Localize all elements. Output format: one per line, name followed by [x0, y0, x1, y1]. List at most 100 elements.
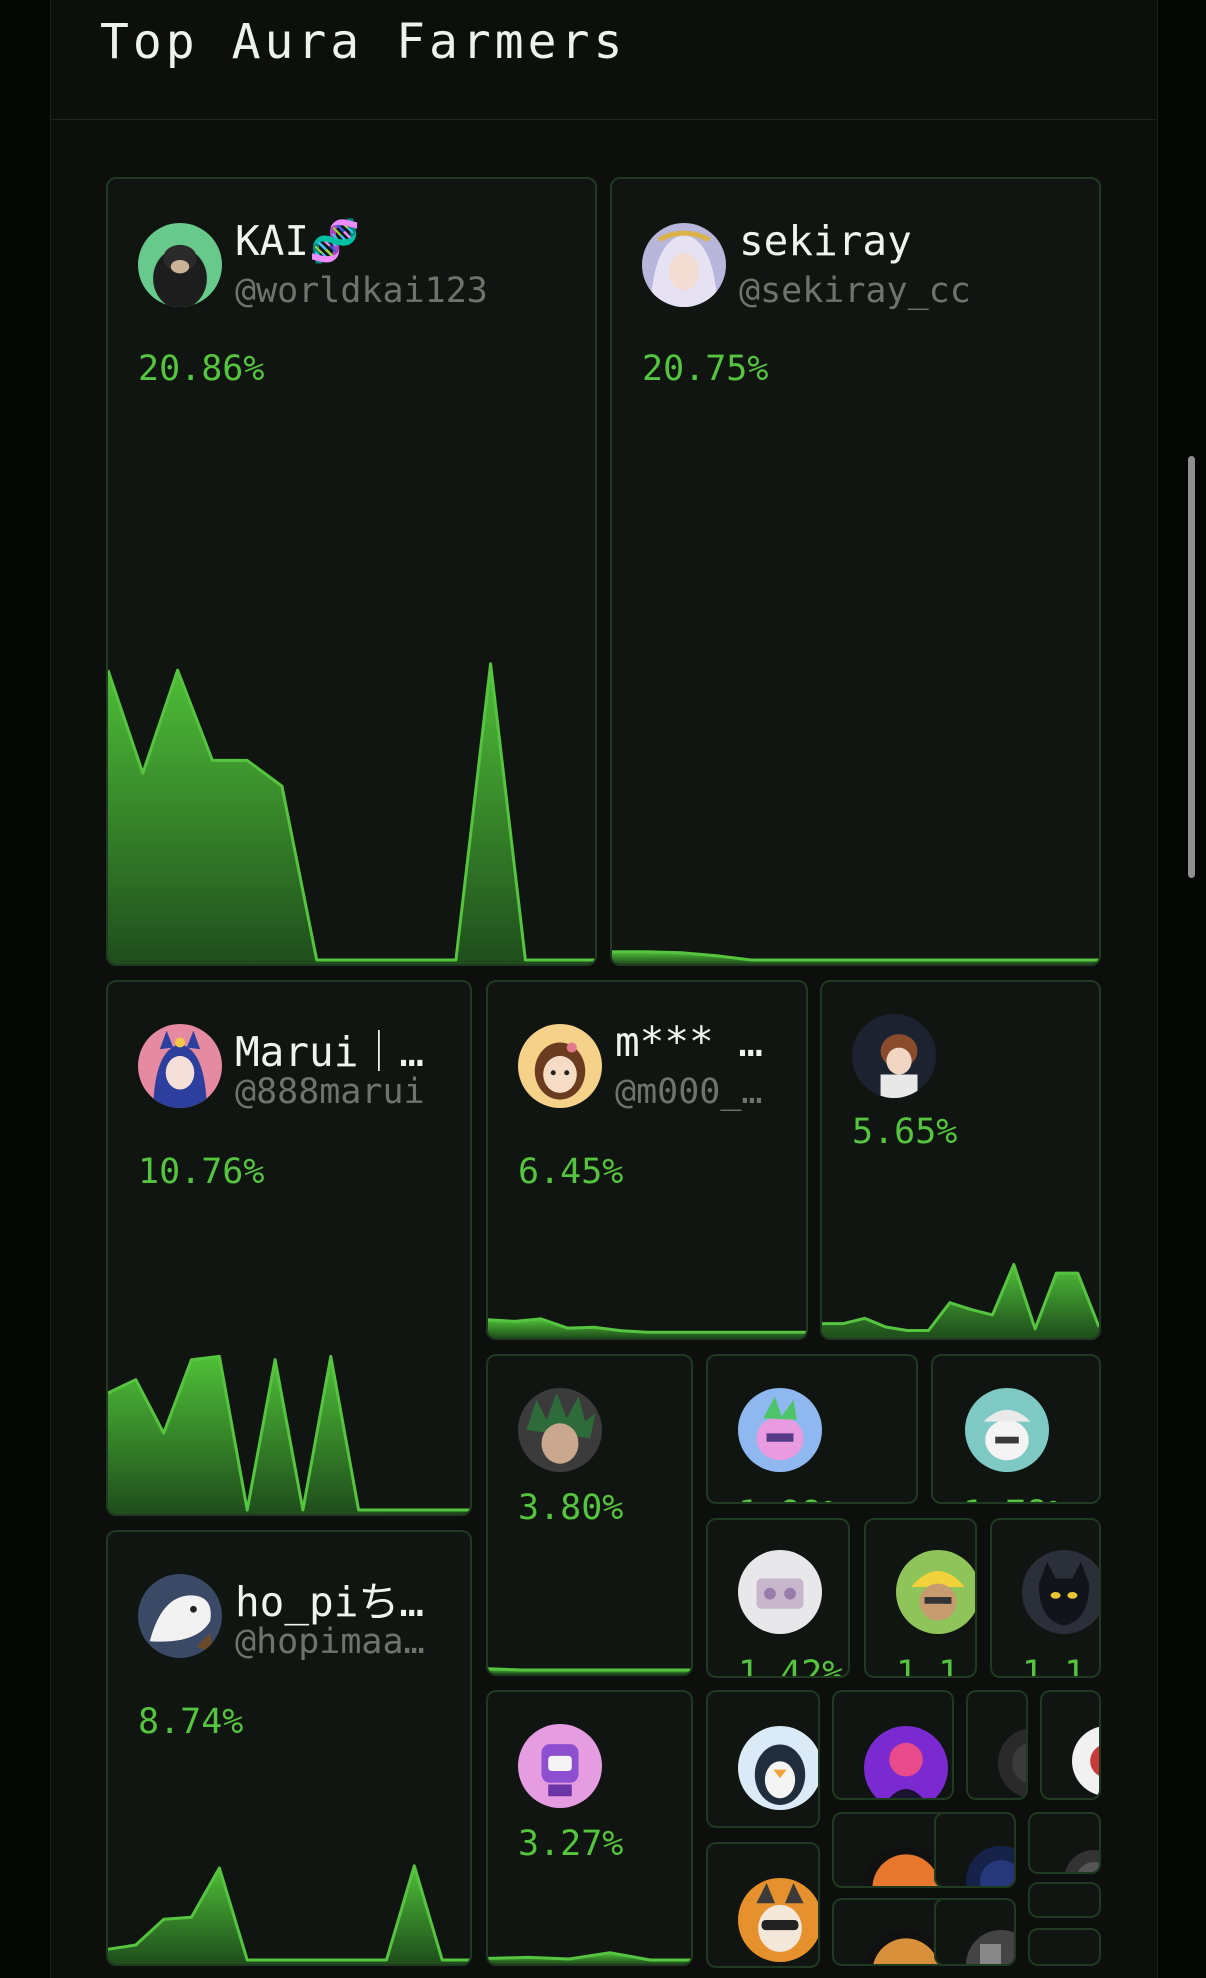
page-gutter-left	[0, 0, 50, 1978]
dark-knight-avatar-icon	[1022, 1550, 1099, 1634]
gorilla-avatar-icon	[138, 223, 222, 307]
farmer-name: ho_piち…	[235, 1578, 425, 1626]
farmer-tile-12[interactable]: 1.1…	[990, 1518, 1101, 1678]
farmer-tile-marui[interactable]: Marui｜… @888marui 10.76%	[106, 980, 472, 1516]
trend-sparkline	[488, 1288, 806, 1338]
farmer-tile-24[interactable]	[1028, 1882, 1101, 1918]
share-percent: 1.1…	[896, 1654, 977, 1678]
sparkline-svg	[488, 1951, 691, 1964]
farmer-name: m*** …	[615, 1018, 764, 1066]
farmer-name: Marui｜…	[235, 1028, 425, 1076]
share-percent: 1.42%	[738, 1654, 844, 1678]
cartoon-girl-avatar-icon	[518, 1024, 602, 1108]
sparkline-svg	[612, 950, 1099, 964]
share-percent: 1.78%	[963, 1494, 1068, 1502]
farmer-handle: @worldkai123	[235, 271, 488, 311]
farmer-tile-sekiray[interactable]: sekiray @sekiray_cc 20.75%	[610, 177, 1101, 966]
sparkline-area	[488, 1952, 691, 1964]
share-percent: 1.1…	[1022, 1654, 1101, 1678]
sparkline-svg	[108, 1354, 470, 1514]
farmer-handle: @sekiray_cc	[739, 271, 971, 311]
farmer-tile-11[interactable]: 1.1…	[864, 1518, 977, 1678]
sparkline-svg	[108, 1864, 470, 1964]
farmer-tile-20[interactable]	[934, 1812, 1016, 1888]
farmer-tile-18[interactable]	[706, 1842, 820, 1968]
share-percent: 3.80%	[518, 1488, 624, 1528]
neon-figure-avatar-icon	[864, 1726, 948, 1798]
page-title: Top Aura Farmers	[100, 14, 627, 70]
white-bird-avatar-icon	[138, 1574, 222, 1658]
sparkline-svg	[108, 662, 595, 964]
farmer-tile-15[interactable]	[832, 1690, 954, 1800]
red-white-avatar-icon	[1072, 1726, 1099, 1796]
page-gutter-right	[1156, 0, 1206, 1978]
trend-sparkline	[108, 1849, 470, 1964]
sparkline-area	[108, 1865, 470, 1964]
scrollbar-thumb[interactable]	[1188, 456, 1195, 878]
trend-sparkline	[108, 1339, 470, 1514]
sparkline-line	[612, 950, 1099, 962]
anime-silver-hair-avatar-icon	[642, 223, 726, 307]
farmer-tile-14[interactable]	[706, 1690, 820, 1828]
farmer-handle: @m000_…	[615, 1072, 763, 1112]
grey-avatar-icon	[1064, 1850, 1099, 1872]
farmer-name: KAI🧬	[235, 217, 361, 265]
farmer-tile-13[interactable]: 3.27%	[486, 1690, 693, 1966]
header-divider	[50, 119, 1156, 120]
sunglasses-fox-avatar-icon	[738, 1878, 818, 1962]
share-percent: 1.99%	[738, 1494, 843, 1502]
share-percent: 5.65%	[852, 1112, 958, 1152]
dark-avatar-icon	[998, 1728, 1026, 1798]
sparkline-area	[822, 1264, 1099, 1338]
farmer-tile-kai[interactable]: KAI🧬 @worldkai123 20.86%	[106, 177, 597, 966]
share-percent: 20.86%	[138, 349, 265, 389]
farmer-tile-25[interactable]	[1028, 1928, 1101, 1966]
trend-sparkline	[488, 1930, 691, 1964]
trend-sparkline	[488, 1654, 691, 1674]
sparkline-line	[108, 1354, 470, 1512]
farmer-tile-hopi[interactable]: ho_piち… @hopimaa… 8.74%	[106, 1530, 472, 1966]
share-percent: 6.45%	[518, 1152, 624, 1192]
trend-sparkline	[822, 1243, 1099, 1338]
sparkline-svg	[488, 1317, 806, 1338]
penguin-avatar-icon	[738, 1726, 818, 1810]
farmer-tile-23[interactable]	[934, 1898, 1016, 1966]
farmer-tile-7[interactable]: 1.99%	[706, 1354, 918, 1504]
farmer-tile-17[interactable]	[1040, 1690, 1101, 1800]
farmer-name: sekiray	[739, 217, 912, 265]
sparkline-line	[108, 662, 595, 962]
farmer-tile-m000[interactable]: m*** … @m000_… 6.45%	[486, 980, 808, 1340]
share-percent: 3.27%	[518, 1824, 624, 1864]
farmer-tile-8[interactable]: 1.78%	[931, 1354, 1101, 1504]
green-hair-hero-avatar-icon	[518, 1388, 602, 1472]
robot-face-avatar-icon	[738, 1550, 822, 1634]
farmer-tile-5[interactable]: 5.65%	[820, 980, 1101, 1340]
farmer-tile-22[interactable]	[832, 1898, 954, 1966]
white-cat-cap-avatar-icon	[965, 1388, 1049, 1472]
blue-night-avatar-icon	[966, 1846, 1014, 1886]
share-percent: 10.76%	[138, 1152, 265, 1192]
sparkline-line	[488, 1667, 691, 1672]
farmer-tile-6[interactable]: 3.80%	[486, 1354, 693, 1676]
farmer-handle: @888marui	[235, 1072, 425, 1112]
sparkline-area	[488, 1318, 806, 1338]
sparkline-line	[822, 1262, 1099, 1332]
trend-sparkline	[108, 634, 595, 964]
checkered-avatar-icon	[966, 1930, 1014, 1964]
brown-hair-boy-avatar-icon	[852, 1014, 936, 1098]
farmer-tile-21[interactable]	[1028, 1812, 1101, 1874]
purple-robot-avatar-icon	[518, 1724, 602, 1808]
farmer-handle: @hopimaa…	[235, 1622, 425, 1662]
sparkline-area	[108, 663, 595, 964]
sparkline-svg	[822, 1262, 1099, 1338]
share-percent: 20.75%	[642, 349, 769, 389]
sparkline-line	[488, 1951, 691, 1962]
pink-creature-avatar-icon	[738, 1388, 822, 1472]
anime-blue-fox-avatar-icon	[138, 1024, 222, 1108]
sparkline-line	[488, 1317, 806, 1334]
share-percent: 8.74%	[138, 1702, 244, 1742]
farmer-tile-10[interactable]: 1.42%	[706, 1518, 850, 1678]
trend-sparkline	[612, 904, 1099, 964]
sparkline-line	[108, 1864, 470, 1962]
farmer-tile-16[interactable]	[966, 1690, 1028, 1800]
